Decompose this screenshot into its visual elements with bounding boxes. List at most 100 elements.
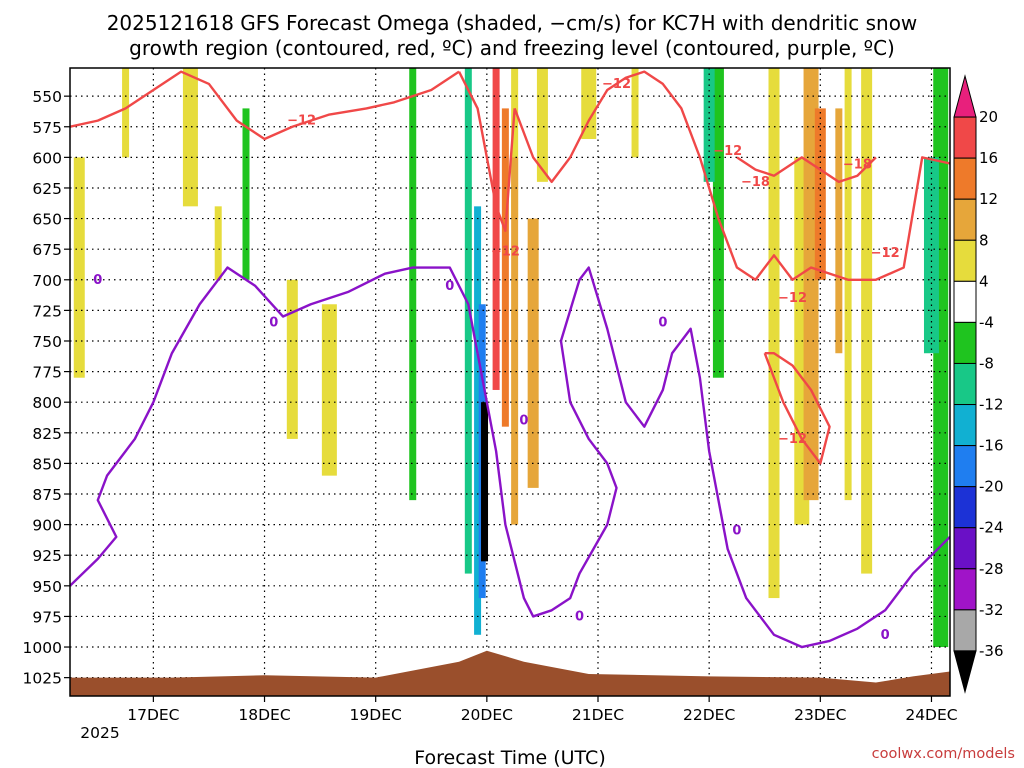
colorbar-label: 16 — [979, 149, 998, 167]
credit-text: coolwx.com/models — [872, 746, 1015, 762]
omega-shade-orange-12 — [501, 108, 509, 427]
y-tick-label: 900 — [32, 517, 62, 535]
omega-shade-yellow-4 — [861, 68, 873, 574]
x-tick-label: 24DEC — [905, 706, 957, 724]
y-tick-label: 975 — [32, 608, 62, 626]
y-tick-label: 725 — [32, 302, 62, 320]
omega-shade-gold-8 — [835, 108, 843, 354]
omega-shade-black-neg36 — [481, 402, 489, 562]
y-tick-label: 600 — [32, 149, 62, 167]
colorbar-label: -16 — [979, 437, 1004, 455]
contour-dendritic-growth-upper — [736, 156, 877, 184]
contour-label-dendritic-growth-upper: −18 — [843, 158, 872, 173]
colorbar-segment — [953, 280, 977, 323]
omega-shade-teal-neg12 — [464, 68, 472, 574]
terrain-fill — [70, 650, 950, 696]
contour-dendritic-growth-upper — [763, 352, 831, 465]
y-tick-label: 950 — [32, 578, 62, 596]
contour-label-dendritic-growth-upper: −18 — [741, 175, 770, 190]
colorbar-label: 8 — [979, 231, 989, 249]
y-tick-label: 1000 — [23, 639, 62, 657]
contour-dendritic-growth — [457, 71, 516, 233]
colorbar: 20 16 12 8 4 -4 -8 -12 -16 -20 -24 -28 -32 -36 — [953, 74, 1004, 694]
omega-shade-green-neg8 — [933, 68, 949, 648]
omega-shading — [73, 68, 949, 648]
colorbar-label: -4 — [979, 313, 994, 331]
y-tick-label: 750 — [32, 333, 62, 351]
colorbar-label: -28 — [979, 560, 1004, 578]
x-tick-label: 22DEC — [683, 706, 735, 724]
omega-shade-green-neg8 — [242, 108, 250, 280]
omega-shade-yellow-4 — [73, 157, 85, 378]
y-axis: 550 575 600 625 650 675 700 725 750 775 800 825 850 8… — [23, 88, 70, 688]
x-axis-title: Forecast Time (UTC) — [414, 747, 605, 768]
y-tick-label: 825 — [32, 425, 62, 443]
y-tick-label: 575 — [32, 119, 62, 137]
colorbar-segment — [953, 445, 977, 488]
colorbar-segment — [953, 404, 977, 447]
contour-label-dendritic-growth: −12 — [602, 77, 631, 92]
omega-shade-yellow-4 — [321, 304, 337, 476]
contour-freezing-level — [70, 266, 479, 587]
colorbar-segment — [953, 116, 977, 159]
colorbar-label: -36 — [979, 642, 1004, 660]
x-tick-label: 19DEC — [350, 706, 402, 724]
chart-title-line1: 2025121618 GFS Forecast Omega (shaded, −… — [107, 11, 918, 35]
year-label: 2025 — [80, 724, 119, 742]
colorbar-segment — [953, 74, 977, 118]
y-tick-label: 700 — [32, 272, 62, 290]
colorbar-segment — [953, 157, 977, 200]
omega-shade-green-neg8 — [712, 68, 724, 378]
omega-shade-green-neg8 — [409, 68, 417, 501]
omega-shade-yellow-4 — [511, 68, 519, 219]
omega-shade-yellow-4 — [182, 68, 198, 207]
y-tick-label: 800 — [32, 394, 62, 412]
x-axis: 17DEC 18DEC 19DEC 20DEC 21DEC 22DEC 23DEC 24DEC — [127, 696, 958, 724]
omega-shade-cyan-neg16 — [474, 206, 482, 635]
colorbar-segment — [953, 198, 977, 241]
colorbar-segment — [953, 650, 977, 694]
colorbar-segment — [953, 239, 977, 282]
plot-frame — [69, 67, 951, 697]
y-tick-label: 550 — [32, 88, 62, 106]
y-tick-label: 925 — [32, 547, 62, 565]
omega-shade-yellow-4 — [286, 279, 298, 439]
omega-shade-gold-8 — [803, 68, 819, 501]
colorbar-segment — [953, 609, 977, 652]
contour-freezing-level — [476, 340, 618, 618]
colorbar-label: -8 — [979, 354, 994, 372]
omega-shade-yellow-4 — [581, 68, 597, 140]
contour-label-dendritic-growth: −12 — [871, 246, 900, 261]
omega-shade-orange-12 — [814, 108, 826, 280]
colorbar-label: -20 — [979, 478, 1004, 496]
omega-shade-yellow-4 — [122, 68, 130, 158]
contour-label-freezing-level: 0 — [269, 316, 278, 331]
y-tick-label: 775 — [32, 364, 62, 382]
colorbar-segment — [953, 486, 977, 529]
y-tick-label: 850 — [32, 455, 62, 473]
colorbar-segment — [953, 362, 977, 406]
contour-label-freezing-level: 0 — [575, 609, 584, 624]
x-tick-label: 20DEC — [461, 706, 513, 724]
x-tick-label: 18DEC — [238, 706, 290, 724]
y-tick-label: 675 — [32, 241, 62, 259]
colorbar-label: 4 — [979, 272, 989, 290]
omega-shade-gold-8 — [527, 218, 539, 488]
colorbar-label: 12 — [979, 190, 998, 208]
x-tick-label: 23DEC — [794, 706, 846, 724]
chart-title-line2: growth region (contoured, red, ºC) and f… — [129, 36, 895, 60]
contour-dendritic-growth — [70, 70, 460, 141]
colorbar-label: -12 — [979, 396, 1004, 414]
omega-shade-yellow-4 — [536, 68, 548, 182]
y-tick-label: 650 — [32, 211, 62, 229]
contour-label-dendritic-growth: −12 — [713, 144, 742, 159]
contour-dendritic-growth — [513, 70, 950, 281]
omega-shade-yellow-4 — [631, 68, 639, 158]
colorbar-label: -24 — [979, 519, 1004, 537]
colorbar-segment — [953, 321, 977, 364]
x-tick-label: 17DEC — [127, 706, 179, 724]
contour-label-freezing-level: 0 — [881, 628, 890, 643]
